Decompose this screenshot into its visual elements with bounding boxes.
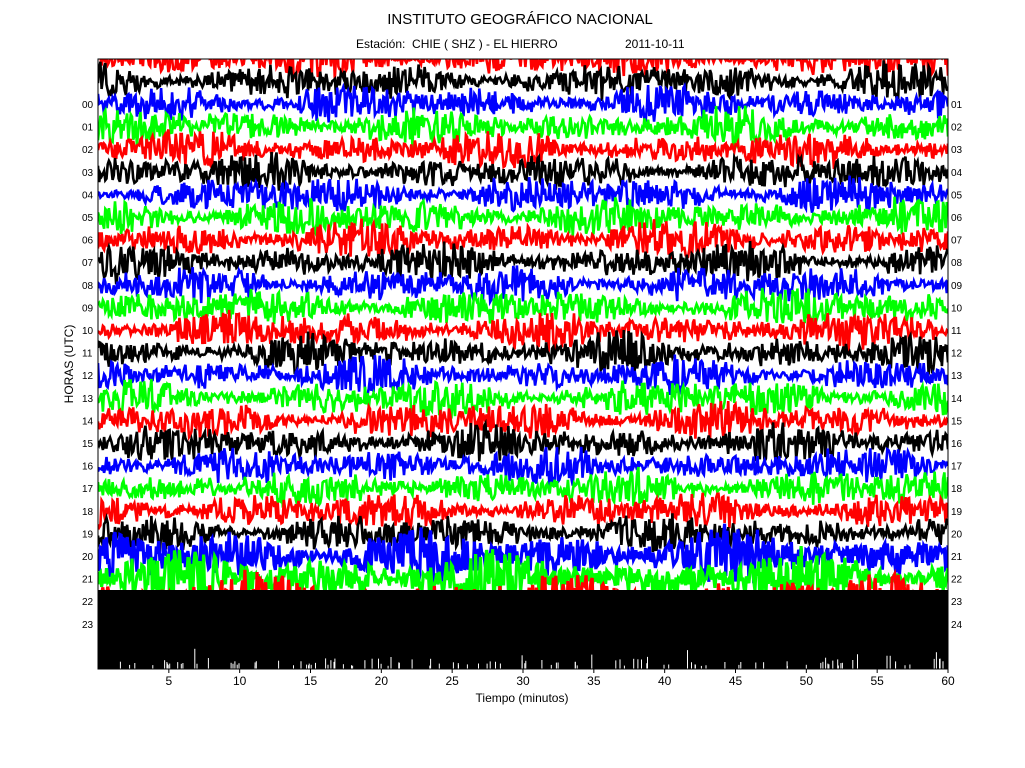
right-hour-label: 07 xyxy=(951,236,963,247)
left-hour-label: 02 xyxy=(82,145,94,156)
trace-hour-14 xyxy=(98,400,948,442)
x-tick-label: 25 xyxy=(445,674,459,688)
trace-hour-16 xyxy=(98,446,948,488)
x-tick-label: 40 xyxy=(658,674,672,688)
chart-date: 2011-10-11 xyxy=(625,37,685,51)
right-hour-label: 23 xyxy=(951,597,963,608)
right-hour-label: 22 xyxy=(951,575,963,586)
right-hour-label: 02 xyxy=(951,123,963,134)
left-hour-label: 04 xyxy=(82,190,94,201)
right-hour-label: 20 xyxy=(951,529,963,540)
left-hour-label: 09 xyxy=(82,303,94,314)
left-hour-label: 06 xyxy=(82,236,94,247)
x-tick-label: 20 xyxy=(375,674,389,688)
left-hour-label: 07 xyxy=(82,258,94,269)
left-hour-label: 10 xyxy=(82,326,94,337)
right-hour-label: 06 xyxy=(951,213,963,224)
left-hour-label: 05 xyxy=(82,213,94,224)
trace-hour-15 xyxy=(98,418,948,467)
right-hour-label: 03 xyxy=(951,145,963,156)
left-hour-axis: 00 01 02 03 04 05 06 07 08 09 10 11 12 13 14 15 16 17 18 19… xyxy=(82,100,94,631)
trace-hour-7 xyxy=(98,241,948,285)
trace-hour-0 xyxy=(98,82,948,123)
left-hour-label: 16 xyxy=(82,462,94,473)
left-hour-label: 11 xyxy=(82,349,93,360)
x-axis: 5 10 15 20 25 30 35 40 45 50 55 60 xyxy=(165,669,955,688)
x-axis-label: Tiempo (minutos) xyxy=(476,691,569,705)
trace-hour-18 xyxy=(98,492,948,531)
x-tick-label: 50 xyxy=(800,674,814,688)
left-hour-label: 17 xyxy=(82,484,94,495)
left-hour-label: 01 xyxy=(82,123,94,134)
x-tick-label: 45 xyxy=(729,674,743,688)
x-tick-label: 10 xyxy=(233,674,247,688)
right-hour-label: 11 xyxy=(951,326,962,337)
right-hour-label: 12 xyxy=(951,349,963,360)
left-hour-label: 08 xyxy=(82,281,94,292)
right-hour-label: 05 xyxy=(951,190,963,201)
trace-hour--1 xyxy=(98,60,948,105)
left-hour-label: 20 xyxy=(82,552,94,563)
right-hour-label: 09 xyxy=(951,281,963,292)
left-hour-label: 13 xyxy=(82,394,94,405)
left-hour-label: 21 xyxy=(82,575,94,586)
right-hour-label: 15 xyxy=(951,416,963,427)
trace-hour-17 xyxy=(98,466,948,510)
trace-hour-4 xyxy=(98,175,948,215)
right-hour-label: 19 xyxy=(951,507,963,518)
left-hour-label: 03 xyxy=(82,168,94,179)
left-hour-label: 23 xyxy=(82,620,94,631)
x-tick-label: 5 xyxy=(165,674,172,688)
right-hour-label: 24 xyxy=(951,620,963,631)
trace-hour-19 xyxy=(98,512,948,556)
trace-hour-5 xyxy=(98,196,948,238)
right-hour-label: 04 xyxy=(951,168,963,179)
left-hour-label: 22 xyxy=(82,597,94,608)
trace-band-late xyxy=(98,590,948,669)
trace-hour-13 xyxy=(98,378,948,420)
right-hour-label: 16 xyxy=(951,439,963,450)
right-hour-label: 10 xyxy=(951,303,963,314)
trace-hour-21 xyxy=(98,545,948,609)
trace-layer xyxy=(98,59,948,669)
right-hour-label: 01 xyxy=(951,100,963,111)
x-tick-label: 60 xyxy=(941,674,955,688)
x-tick-label: 55 xyxy=(870,674,884,688)
chart-subtitle: Estación: CHIE ( SHZ ) - EL HIERRO xyxy=(356,37,558,51)
left-hour-label: 12 xyxy=(82,371,94,382)
trace-hour-3 xyxy=(98,152,948,191)
left-hour-label: 19 xyxy=(82,529,94,540)
trace-hour-10 xyxy=(98,309,948,354)
x-tick-label: 30 xyxy=(516,674,530,688)
trace-hour-1 xyxy=(98,105,948,150)
right-hour-axis: 01 02 03 04 05 06 07 08 09 10 11 12 13 14 15 16 17 18 19 20… xyxy=(951,100,963,631)
trace-hour-12 xyxy=(98,354,948,398)
chart-title: INSTITUTO GEOGRÁFICO NACIONAL xyxy=(387,11,653,28)
x-tick-label: 15 xyxy=(304,674,318,688)
trace-hour-9 xyxy=(98,287,948,326)
trace-hour-8 xyxy=(98,265,948,307)
right-hour-label: 13 xyxy=(951,371,963,382)
trace-hour-11 xyxy=(98,330,948,377)
y-axis-label: HORAS (UTC) xyxy=(62,325,76,404)
trace-hour-2 xyxy=(98,129,948,172)
trace-hour--2 xyxy=(99,59,948,80)
x-tick-label: 35 xyxy=(587,674,601,688)
left-hour-label: 18 xyxy=(82,507,94,518)
left-hour-label: 14 xyxy=(82,416,94,427)
left-hour-label: 00 xyxy=(82,100,94,111)
left-hour-label: 15 xyxy=(82,439,94,450)
trace-hour-6 xyxy=(98,218,948,260)
right-hour-label: 14 xyxy=(951,394,963,405)
right-hour-label: 08 xyxy=(951,258,963,269)
right-hour-label: 17 xyxy=(951,462,963,473)
right-hour-label: 18 xyxy=(951,484,963,495)
right-hour-label: 21 xyxy=(951,552,963,563)
